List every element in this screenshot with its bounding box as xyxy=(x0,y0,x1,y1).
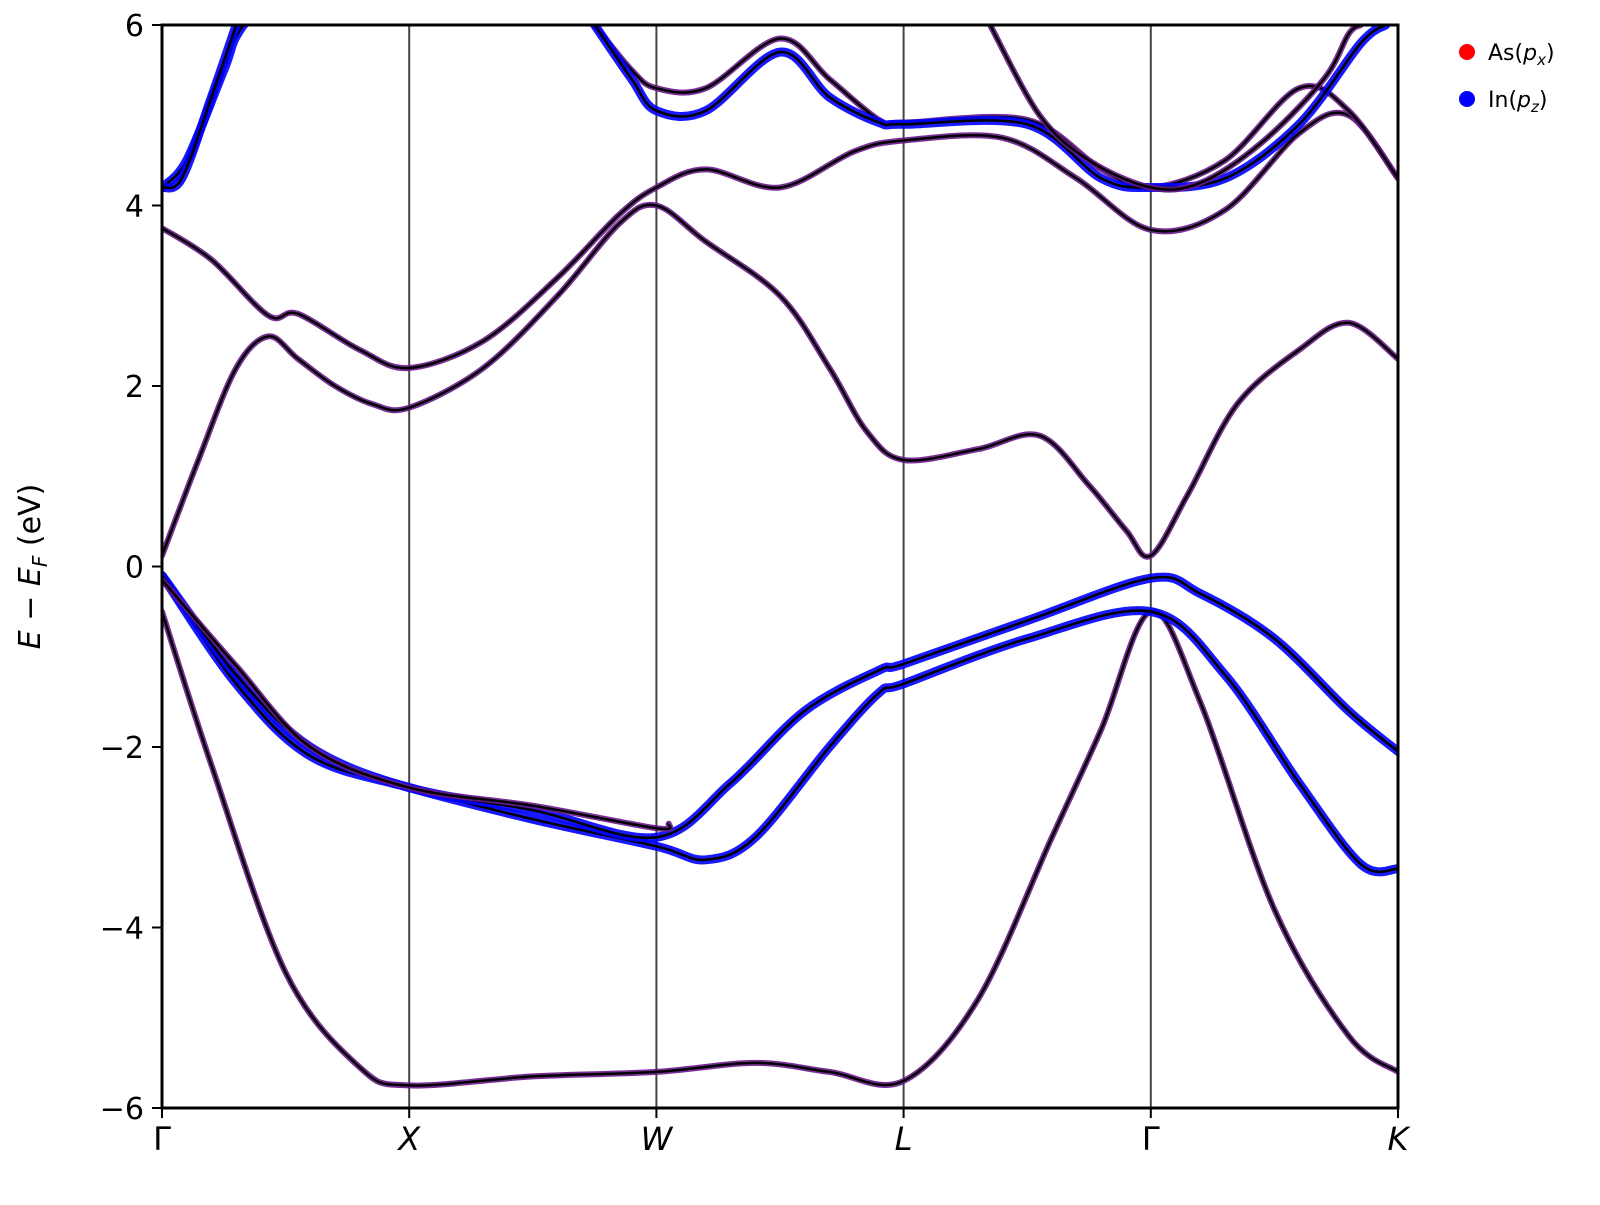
legend-marker xyxy=(1459,44,1475,60)
band-line xyxy=(162,610,1398,1087)
legend-label: In(pz) xyxy=(1488,88,1547,116)
band-6 xyxy=(162,109,1398,372)
legend-marker xyxy=(1459,91,1475,107)
band-projection-marks xyxy=(162,571,1398,877)
band-line xyxy=(162,574,1398,840)
legend-label: As(px) xyxy=(1488,41,1555,69)
y-axis-label: E − EF (eV) xyxy=(13,484,52,650)
legend: As(px) In(pz) xyxy=(1459,41,1555,116)
band-projection-marks xyxy=(987,25,1364,193)
y-tick-label: 0 xyxy=(125,551,144,586)
y-tick-label: 2 xyxy=(125,370,144,405)
y-axis-label-unit: (eV) xyxy=(13,484,48,556)
band-projection-marks xyxy=(162,201,1398,560)
band-projection-marks xyxy=(162,608,1398,1089)
band-projection-marks xyxy=(162,577,674,832)
legend-entry: In(pz) xyxy=(1459,88,1547,116)
y-axis-label-main: E − E xyxy=(13,567,48,649)
y-tick-label: −6 xyxy=(100,1092,144,1127)
band-line xyxy=(162,574,1398,874)
kpoint-label: W xyxy=(641,1120,674,1158)
kpoint-label: Γ xyxy=(153,1120,171,1158)
y-tick-label: 6 xyxy=(125,9,144,44)
band-3 xyxy=(162,571,1398,843)
band-projection-marks xyxy=(162,571,1398,843)
band-2 xyxy=(162,571,1398,877)
kpoint-label: L xyxy=(895,1120,913,1158)
band-1 xyxy=(162,608,1398,1089)
band-projection-marks xyxy=(162,109,1398,372)
band-8 xyxy=(162,25,241,193)
band-10 xyxy=(590,25,1391,193)
band-11 xyxy=(987,25,1364,193)
y-tick-label: −2 xyxy=(100,731,144,766)
kpoint-label: Γ xyxy=(1142,1120,1160,1158)
kpoint-label: K xyxy=(1388,1120,1412,1158)
y-tick-label: 4 xyxy=(125,190,144,225)
y-ticks: −6 −4 −2 0 2 4 6 xyxy=(100,9,162,1127)
band-line xyxy=(162,25,238,190)
band-line xyxy=(162,111,1398,370)
band-4 xyxy=(162,577,674,832)
band-projection-marks xyxy=(162,25,241,193)
band-line xyxy=(989,25,1362,191)
band-lines xyxy=(162,25,1398,1089)
kpoint-label: X xyxy=(396,1120,421,1158)
band-line xyxy=(593,25,1387,189)
band-5 xyxy=(162,201,1398,560)
y-axis-label-sub: F xyxy=(28,555,52,567)
y-tick-label: −4 xyxy=(100,912,144,947)
legend-entry: As(px) xyxy=(1459,41,1555,69)
band-line xyxy=(162,203,1398,559)
band-line xyxy=(162,579,672,831)
